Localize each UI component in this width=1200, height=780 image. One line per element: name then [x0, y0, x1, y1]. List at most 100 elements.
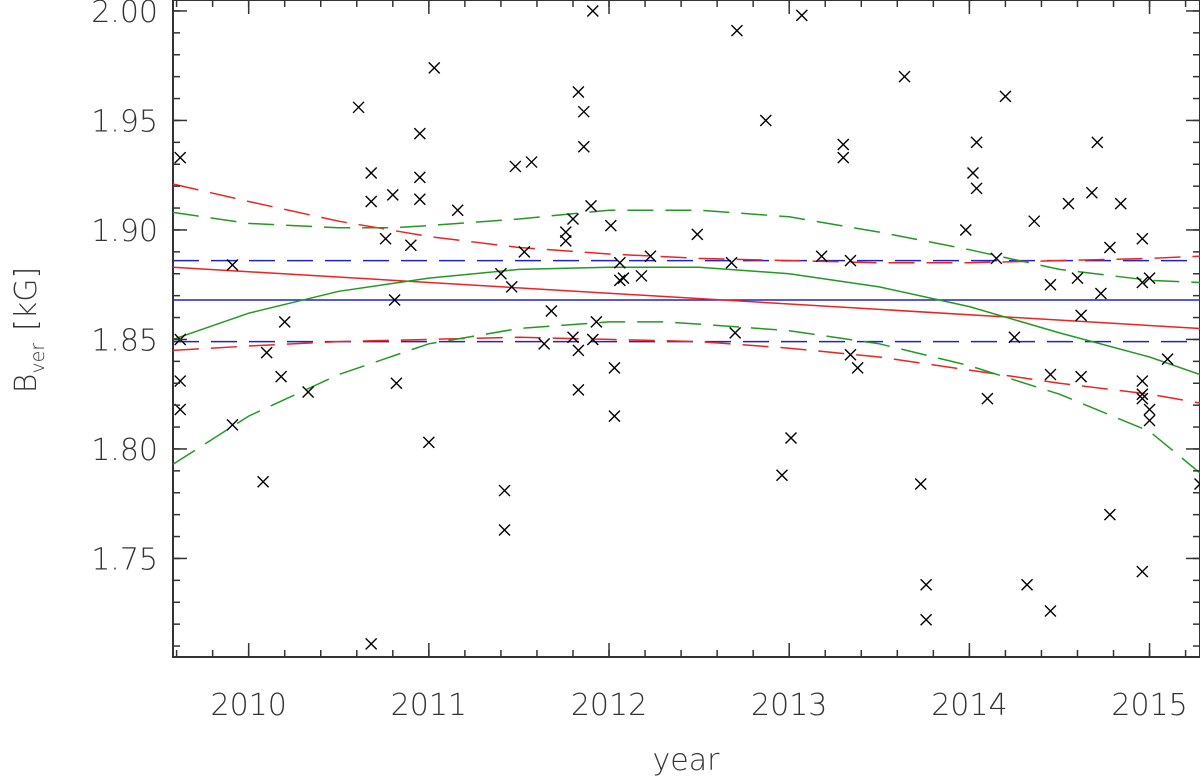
- data-point: [352, 101, 365, 114]
- quadratic-upper-curve: [172, 209, 1200, 284]
- data-point: [1044, 605, 1057, 618]
- data-point: [837, 138, 850, 151]
- data-point: [388, 294, 401, 307]
- y-tick-label: 1.85: [91, 323, 158, 358]
- data-point: [1143, 414, 1156, 427]
- data-point: [577, 105, 590, 118]
- data-point: [226, 258, 239, 271]
- x-axis-title: year: [653, 743, 721, 778]
- y-axis-title-main: B: [9, 374, 44, 394]
- data-point: [1028, 215, 1041, 228]
- data-point: [1136, 276, 1149, 289]
- data-point: [525, 156, 538, 169]
- data-point: [538, 337, 551, 350]
- y-tick-label: 2.00: [91, 0, 158, 30]
- data-point: [844, 348, 857, 361]
- data-point: [1136, 388, 1149, 401]
- y-tick-label: 1.95: [91, 104, 158, 139]
- data-point: [1161, 353, 1174, 366]
- x-tick-label: 2012: [571, 688, 647, 723]
- data-point: [691, 228, 704, 241]
- data-point: [559, 226, 572, 239]
- svg-text:Bver[kG]: Bver [kG]: [9, 267, 49, 393]
- data-point: [775, 469, 788, 482]
- data-point: [1136, 375, 1149, 388]
- data-point: [509, 160, 522, 173]
- data-point: [785, 432, 797, 444]
- data-point: [1103, 508, 1116, 521]
- data-point: [759, 114, 772, 127]
- data-point: [970, 136, 983, 149]
- data-point: [404, 239, 417, 252]
- data-point: [1075, 370, 1088, 383]
- data-point: [844, 254, 857, 267]
- data-point: [586, 4, 599, 17]
- data-point: [365, 167, 378, 180]
- x-tick-label: 2011: [391, 688, 467, 723]
- data-point: [260, 346, 273, 359]
- y-axis: 1.75 1.80 1.85 1.90 1.95 2.00: [91, 0, 1200, 647]
- data-point: [617, 272, 630, 285]
- data-point: [1075, 309, 1088, 322]
- data-point: [1091, 136, 1104, 149]
- data-point: [920, 613, 933, 626]
- data-point: [275, 370, 288, 383]
- data-point: [729, 326, 742, 339]
- data-point: [966, 167, 979, 180]
- data-point: [428, 61, 441, 74]
- data-point: [174, 151, 187, 164]
- x-tick-label: 2010: [210, 688, 286, 723]
- data-point: [451, 204, 464, 217]
- data-point: [851, 361, 864, 374]
- data-point: [379, 232, 392, 245]
- data-point: [518, 245, 531, 258]
- data-point: [1103, 241, 1116, 254]
- data-point: [413, 127, 426, 140]
- y-tick-label: 1.90: [91, 214, 158, 249]
- data-point: [1085, 186, 1098, 199]
- data-point: [1044, 368, 1057, 381]
- data-point: [386, 188, 399, 201]
- y-axis-title: Bver [kG]: [9, 267, 49, 393]
- data-point: [914, 477, 927, 490]
- data-point: [815, 250, 828, 263]
- data-point: [795, 9, 808, 22]
- data-point: [566, 213, 579, 225]
- data-point: [644, 250, 657, 263]
- data-point: [1021, 578, 1034, 591]
- data-point: [635, 269, 648, 282]
- data-point: [365, 195, 378, 208]
- y-axis-title-subscript: ver: [27, 343, 49, 374]
- data-point: [226, 418, 239, 431]
- linear-fit-curve: [172, 266, 1200, 330]
- data-point: [302, 386, 315, 399]
- data-point: [990, 252, 1003, 265]
- data-point: [613, 256, 626, 269]
- data-point: [1071, 272, 1084, 285]
- data-point: [572, 85, 585, 98]
- data-point: [608, 410, 621, 423]
- data-point: [608, 361, 621, 374]
- data-point: [1114, 197, 1127, 210]
- data-point: [577, 140, 590, 153]
- data-point: [837, 151, 850, 164]
- linear-lower-curve: [172, 336, 1200, 404]
- data-point: [505, 280, 518, 293]
- data-point: [278, 315, 291, 328]
- data-point: [1136, 392, 1149, 405]
- linear-upper-curve: [172, 183, 1200, 264]
- data-point: [572, 383, 585, 396]
- data-point: [959, 223, 972, 236]
- data-point: [613, 274, 626, 287]
- data-point: [572, 344, 585, 357]
- quadratic-fit-curve: [172, 266, 1200, 376]
- y-tick-label: 1.80: [91, 433, 158, 468]
- data-point: [604, 219, 617, 232]
- data-point: [590, 315, 603, 328]
- data-point: [1143, 272, 1156, 285]
- data-point: [422, 436, 435, 449]
- data-point: [586, 333, 599, 346]
- fit-curves: [172, 183, 1200, 474]
- data-point: [365, 637, 378, 650]
